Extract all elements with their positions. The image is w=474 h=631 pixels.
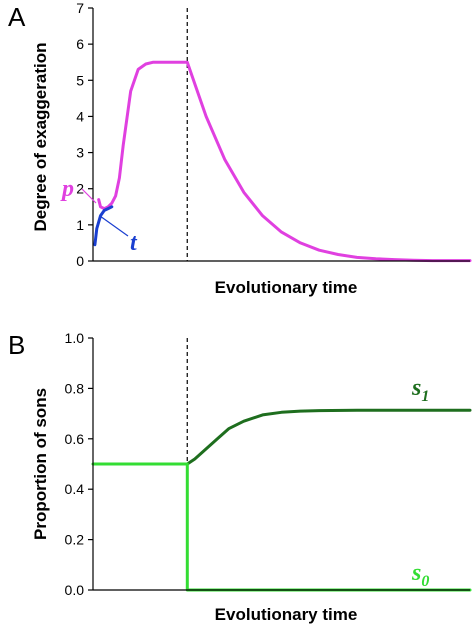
panel-a-ytick-label: 5 (76, 72, 84, 88)
panel-a-series (93, 60, 472, 263)
panel-a-ytick-label: 1 (76, 217, 84, 233)
series-t-leader (99, 215, 129, 237)
panel-b: B Proportion of sons Evolutionary time 0… (8, 330, 472, 624)
panel-a-series-line-p (97, 60, 472, 263)
series-p-leader (81, 188, 97, 204)
series-s1-label: s1 (411, 375, 429, 405)
panel-b-ticks: 0.0 0.2 0.4 0.6 0.8 1.0 (65, 330, 93, 598)
panel-a-ytick-label: 6 (76, 36, 84, 52)
series-s0-name: s (411, 560, 421, 586)
panel-a-ytick-label: 4 (76, 108, 84, 124)
panel-a-ticks: 0 1 2 3 4 5 6 7 (76, 0, 93, 269)
panel-a-letter: A (8, 2, 26, 32)
panel-b-ytick-label: 0.4 (65, 481, 85, 497)
panel-a-xlabel: Evolutionary time (215, 278, 358, 297)
panel-b-letter: B (8, 330, 25, 360)
panel-a-ytick-label: 3 (76, 145, 84, 161)
series-p-label: p (60, 176, 74, 202)
series-s0-label: s0 (411, 560, 429, 590)
panel-b-ytick-label: 0.0 (65, 582, 85, 598)
series-s1-name: s (411, 375, 421, 401)
panel-a-ytick-label: 7 (76, 0, 84, 16)
series-t-label: t (130, 230, 138, 256)
panel-b-series-line-s1 (185, 408, 472, 466)
panel-a-ylabel: Degree of exaggeration (31, 43, 50, 232)
series-s0-subscript: 0 (421, 573, 429, 590)
series-s1-subscript: 1 (421, 388, 429, 405)
panel-b-xlabel: Evolutionary time (215, 605, 358, 624)
panel-a-ytick-label: 0 (76, 253, 84, 269)
panel-b-ytick-label: 0.6 (65, 431, 85, 447)
panel-b-ylabel: Proportion of sons (31, 388, 50, 540)
panel-a: A Degree of exaggeration Evolutionary ti… (8, 0, 472, 297)
panel-a-series-line-t (93, 205, 114, 247)
panel-a-ytick-label: 2 (76, 181, 84, 197)
panel-b-ytick-label: 0.8 (65, 380, 85, 396)
panel-b-ytick-label: 0.2 (65, 532, 85, 548)
panel-b-ytick-label: 1.0 (65, 330, 85, 346)
